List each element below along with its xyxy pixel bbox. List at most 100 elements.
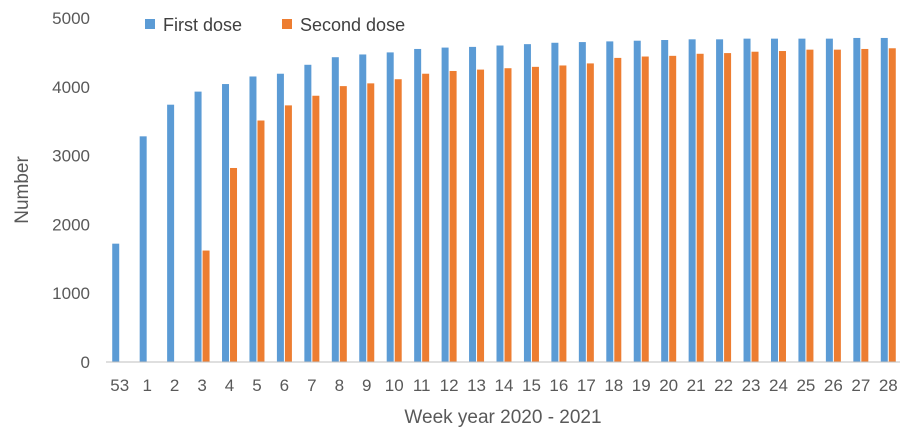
first-dose-bar (112, 243, 120, 362)
x-tick-label: 4 (225, 376, 234, 395)
x-tick-label: 19 (632, 376, 651, 395)
x-tick-label: 7 (307, 376, 316, 395)
x-tick-label: 27 (851, 376, 870, 395)
x-tick-label: 24 (769, 376, 788, 395)
second-dose-bar (806, 49, 814, 362)
legend-swatch-second-dose (282, 19, 292, 29)
y-axis-ticks: 0 1000 2000 3000 4000 5000 (52, 9, 90, 372)
x-tick-label: 18 (604, 376, 623, 395)
x-tick-label: 1 (142, 376, 151, 395)
second-dose-bar (861, 48, 869, 363)
x-tick-label: 2 (170, 376, 179, 395)
second-dose-bar (641, 56, 649, 362)
x-tick-label: 13 (467, 376, 486, 395)
first-dose-bar (551, 42, 559, 362)
legend: First dose Second dose (145, 15, 405, 35)
second-dose-bar (724, 53, 732, 362)
first-dose-bar (139, 136, 147, 362)
bars (112, 37, 896, 363)
second-dose-bar (586, 63, 594, 363)
first-dose-bar (469, 46, 477, 363)
first-dose-bar (578, 42, 586, 363)
first-dose-bar (441, 47, 449, 363)
second-dose-bar (477, 69, 485, 362)
y-tick-label: 3000 (52, 147, 90, 166)
first-dose-bar (194, 91, 202, 362)
first-dose-bar (496, 45, 504, 363)
x-axis-title: Week year 2020 - 2021 (404, 407, 601, 428)
second-dose-bar (778, 51, 786, 363)
second-dose-bar (559, 65, 567, 363)
second-dose-bar (422, 73, 430, 362)
first-dose-bar (523, 44, 531, 362)
first-dose-bar (716, 39, 724, 362)
first-dose-bar (770, 38, 778, 362)
legend-label-second-dose: Second dose (300, 15, 405, 35)
x-tick-label: 11 (413, 376, 431, 395)
y-axis-title: Number (12, 156, 33, 224)
x-tick-label: 17 (577, 376, 596, 395)
x-tick-label: 16 (549, 376, 568, 395)
legend-label-first-dose: First dose (163, 15, 242, 35)
x-tick-label: 22 (714, 376, 733, 395)
x-tick-label: 5 (252, 376, 261, 395)
second-dose-bar (257, 120, 265, 363)
first-dose-bar (276, 73, 284, 362)
x-axis-ticks: 53 1 2 3 4 5 6 7 8 9 10 11 12 13 14 15 16 17 18 19 20 21 22 23 2… (110, 376, 897, 395)
first-dose-bar (222, 84, 230, 362)
first-dose-bar (688, 39, 696, 362)
second-dose-bar (367, 83, 375, 363)
x-tick-label: 6 (280, 376, 289, 395)
first-dose-bar (853, 37, 861, 363)
second-dose-bar (230, 167, 238, 362)
first-dose-bar (661, 40, 669, 363)
first-dose-bar (743, 38, 751, 362)
second-dose-bar (669, 55, 677, 363)
y-tick-label: 1000 (52, 284, 90, 303)
second-dose-bar (888, 48, 896, 362)
second-dose-bar (751, 51, 759, 362)
first-dose-bar (359, 54, 367, 363)
second-dose-bar (696, 53, 704, 362)
first-dose-bar (606, 41, 614, 362)
first-dose-bar (167, 104, 175, 363)
second-dose-bar (202, 250, 210, 362)
second-dose-bar (339, 86, 347, 362)
y-tick-label: 4000 (52, 78, 90, 97)
x-tick-label: 26 (824, 376, 843, 395)
x-tick-label: 8 (335, 376, 344, 395)
first-dose-bar (880, 37, 888, 363)
second-dose-bar (531, 66, 539, 363)
second-dose-bar (504, 68, 512, 362)
x-tick-label: 10 (385, 376, 404, 395)
second-dose-bar (449, 70, 457, 362)
second-dose-bar (394, 79, 402, 363)
x-tick-label: 21 (687, 376, 706, 395)
x-tick-label: 23 (742, 376, 761, 395)
second-dose-bar (614, 57, 622, 363)
second-dose-bar (312, 95, 320, 362)
first-dose-bar (331, 57, 339, 362)
first-dose-bar (633, 40, 641, 362)
x-tick-label: 14 (495, 376, 514, 395)
y-tick-label: 0 (81, 353, 90, 372)
x-tick-label: 15 (522, 376, 541, 395)
legend-swatch-first-dose (145, 19, 155, 29)
y-tick-label: 5000 (52, 9, 90, 28)
x-tick-label: 9 (362, 376, 371, 395)
first-dose-bar (798, 38, 806, 362)
second-dose-bar (284, 105, 292, 362)
x-tick-label: 12 (440, 376, 459, 395)
x-tick-label: 3 (197, 376, 206, 395)
y-tick-label: 2000 (52, 215, 90, 234)
first-dose-bar (249, 76, 257, 362)
first-dose-bar (414, 48, 422, 363)
x-tick-label: 53 (110, 376, 129, 395)
first-dose-bar (825, 38, 833, 362)
second-dose-bar (833, 49, 841, 362)
x-tick-label: 25 (796, 376, 815, 395)
x-tick-label: 28 (879, 376, 898, 395)
first-dose-bar (304, 64, 312, 362)
first-dose-bar (386, 52, 394, 363)
